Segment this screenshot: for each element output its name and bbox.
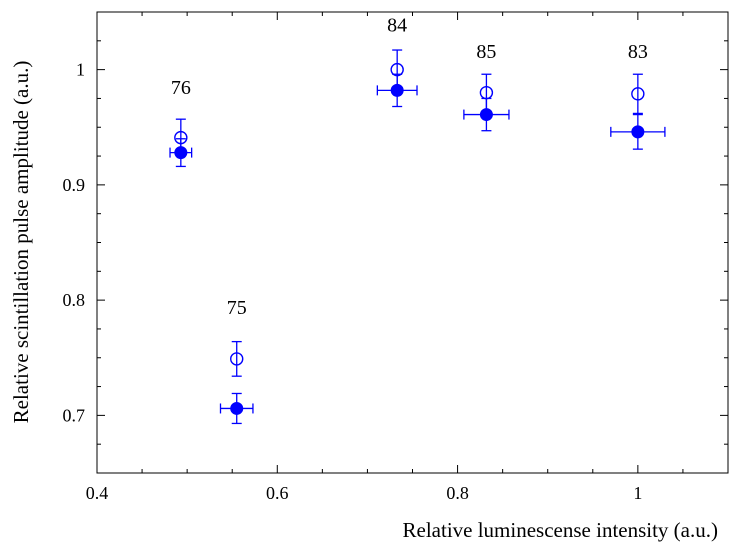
y-tick-label: 0.8 — [63, 290, 86, 310]
point-annotation: 75 — [227, 297, 247, 319]
filled-circle-point — [230, 401, 244, 415]
x-tick-label: 0.4 — [86, 483, 109, 503]
filled-circle-point — [631, 125, 645, 139]
axis-ticks — [96, 11, 729, 474]
x-tick-labels: 0.4 0.6 0.8 1 — [86, 483, 643, 503]
y-axis-label: Relative scintillation pulse amplitude (… — [9, 61, 33, 424]
filled-circle-point — [479, 108, 493, 122]
y-tick-labels: 0.7 0.8 0.9 1 — [63, 60, 86, 426]
x-tick-label: 1 — [633, 483, 642, 503]
filled-circle-point — [174, 146, 188, 160]
point-annotation: 83 — [628, 41, 648, 63]
point-annotation: 84 — [387, 15, 407, 37]
y-tick-label: 0.9 — [63, 175, 86, 195]
open-circle-point — [631, 87, 645, 101]
open-circle-point — [390, 62, 404, 77]
annotations: 76 75 84 85 83 — [171, 15, 648, 319]
error-bars — [169, 49, 666, 425]
x-axis-label: Relative luminescense intensity (a.u.) — [403, 518, 719, 542]
point-annotation: 76 — [171, 77, 191, 99]
plot-frame — [96, 11, 729, 474]
x-tick-label: 0.6 — [266, 483, 289, 503]
y-tick-label: 0.7 — [63, 405, 86, 425]
data-markers — [174, 62, 645, 415]
open-circle-point — [479, 85, 494, 100]
x-tick-label: 0.8 — [446, 483, 469, 503]
filled-circle-point — [390, 83, 404, 97]
point-annotation: 85 — [476, 41, 496, 63]
open-circle-point — [174, 130, 188, 145]
open-circle-point — [230, 352, 244, 366]
y-tick-label: 1 — [76, 60, 85, 80]
